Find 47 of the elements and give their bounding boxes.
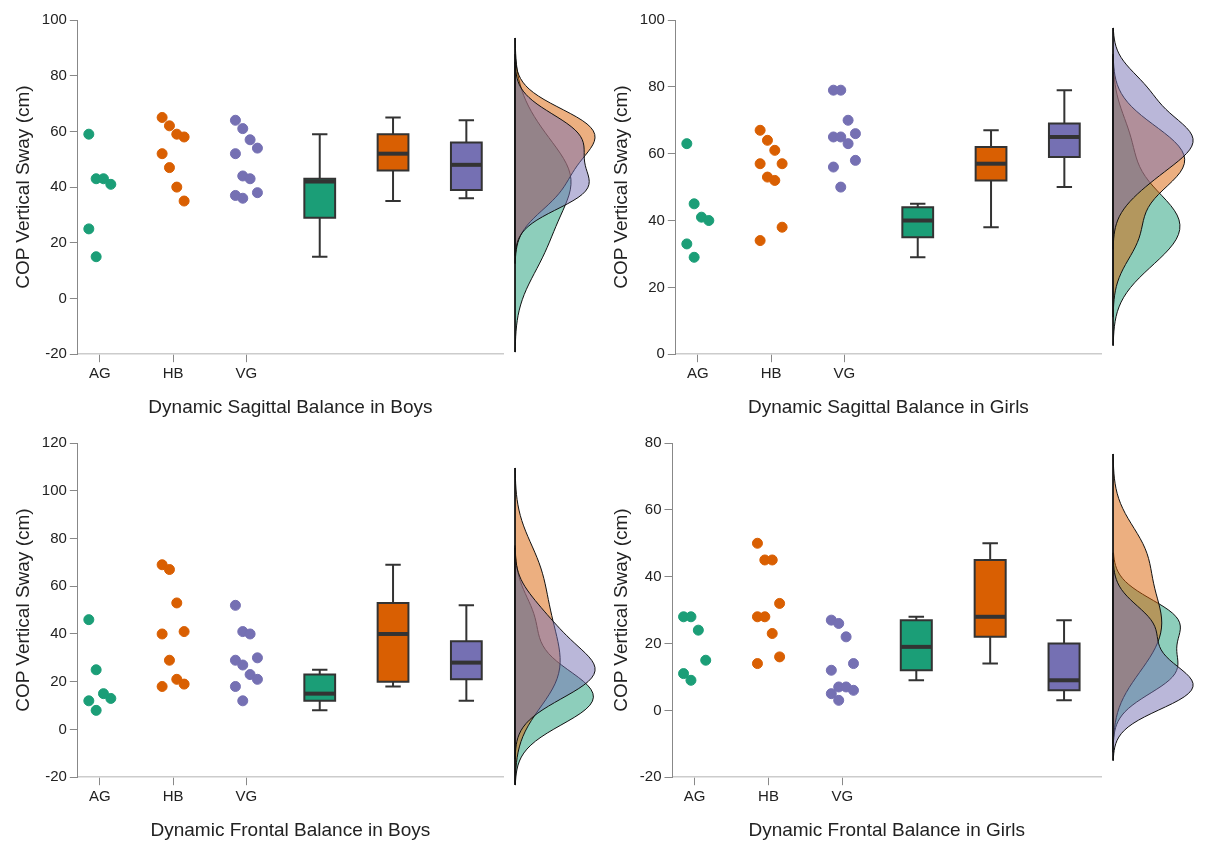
y-tick-label: 80 bbox=[648, 76, 665, 94]
y-tick-label: 100 bbox=[41, 10, 67, 28]
y-tick-label: 40 bbox=[50, 177, 67, 195]
x-tick-label: VG bbox=[235, 364, 258, 382]
y-tick-label: 0 bbox=[58, 719, 67, 737]
x-tick-label: HB bbox=[162, 364, 184, 382]
y-tick-label: 20 bbox=[644, 633, 662, 651]
x-tick-label: AG bbox=[683, 787, 706, 805]
x-tick-label: AG bbox=[88, 787, 111, 805]
x-tick-label: AG bbox=[88, 364, 111, 382]
x-tick-label: HB bbox=[760, 364, 782, 382]
x-axis-title: Dynamic Sagittal Balance in Boys bbox=[148, 395, 433, 417]
y-tick-label: 60 bbox=[50, 576, 67, 594]
y-tick-label: 60 bbox=[644, 499, 662, 517]
y-tick-label: 60 bbox=[648, 143, 665, 161]
y-axis-title: COP Vertical Sway (cm) bbox=[11, 508, 33, 712]
y-tick-label: 0 bbox=[58, 288, 67, 306]
y-tick-label: 0 bbox=[656, 344, 665, 362]
x-axis-title: Dynamic Frontal Balance in Boys bbox=[150, 818, 431, 840]
x-tick-label: VG bbox=[833, 364, 856, 382]
y-axis-title: COP Vertical Sway (cm) bbox=[609, 85, 631, 289]
y-tick-label: 60 bbox=[50, 121, 67, 139]
x-tick-label: AG bbox=[686, 364, 709, 382]
y-tick-label: 40 bbox=[648, 210, 665, 228]
x-tick-label: VG bbox=[831, 787, 854, 805]
y-tick-label: 120 bbox=[41, 433, 67, 451]
y-axis-title: COP Vertical Sway (cm) bbox=[609, 508, 631, 712]
y-tick-label: -20 bbox=[45, 344, 67, 362]
y-tick-label: 80 bbox=[50, 528, 67, 546]
y-tick-label: 0 bbox=[653, 700, 662, 718]
y-tick-label: 40 bbox=[50, 624, 67, 642]
y-tick-label: -20 bbox=[639, 767, 662, 785]
x-axis-title: Dynamic Frontal Balance in Girls bbox=[748, 818, 1026, 840]
y-tick-label: 20 bbox=[50, 232, 67, 250]
y-tick-label: 100 bbox=[639, 10, 665, 28]
x-tick-label: VG bbox=[235, 787, 258, 805]
y-tick-label: 80 bbox=[50, 65, 67, 83]
y-tick-label: 20 bbox=[648, 277, 665, 295]
x-axis-title: Dynamic Sagittal Balance in Girls bbox=[747, 395, 1029, 417]
y-tick-label: 100 bbox=[41, 480, 67, 498]
y-tick-label: -20 bbox=[45, 767, 67, 785]
y-tick-label: 80 bbox=[644, 433, 662, 451]
x-tick-label: HB bbox=[758, 787, 779, 805]
y-axis-title: COP Vertical Sway (cm) bbox=[11, 85, 33, 289]
y-tick-label: 20 bbox=[50, 671, 67, 689]
y-tick-label: 40 bbox=[644, 566, 662, 584]
x-tick-label: HB bbox=[162, 787, 184, 805]
